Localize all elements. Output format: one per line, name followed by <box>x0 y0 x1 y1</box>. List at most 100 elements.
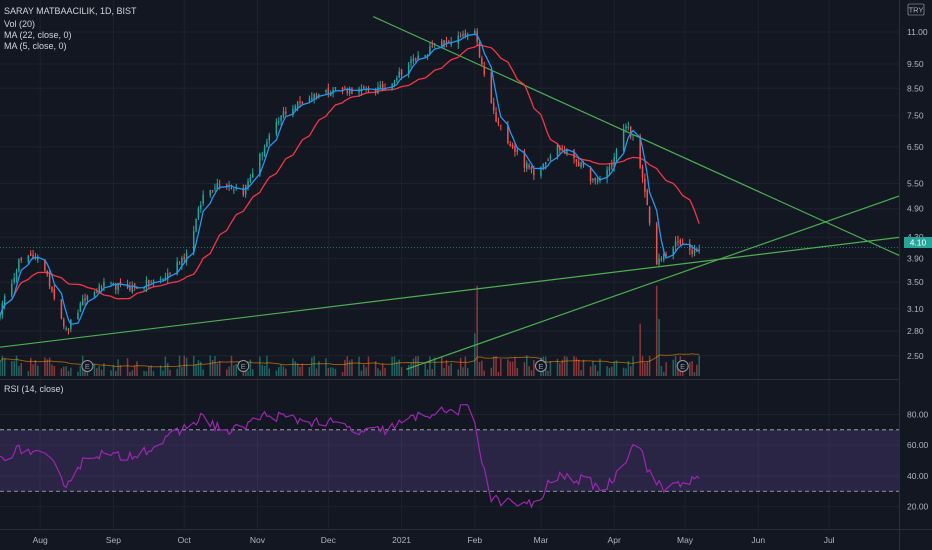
volume-bar <box>615 360 618 376</box>
time-tick-label: Apr <box>608 535 621 545</box>
volume-bar <box>577 359 580 376</box>
volume-bar <box>507 359 509 376</box>
time-tick-label: Jul <box>824 535 835 545</box>
candle-body <box>169 272 171 274</box>
volume-bar <box>3 358 6 376</box>
candle-body <box>53 289 56 299</box>
volume-bar <box>689 362 691 376</box>
candle-body <box>233 189 235 191</box>
volume-bar <box>209 355 211 376</box>
volume-bar <box>526 355 528 376</box>
candle-body <box>566 149 568 154</box>
candle-body <box>450 42 452 45</box>
candle-body <box>268 135 271 141</box>
candle-body <box>549 156 552 159</box>
candle-body <box>266 141 268 147</box>
candle-body <box>424 55 426 57</box>
volume-bar <box>429 356 431 376</box>
candle-body <box>216 183 219 190</box>
volume-bar <box>433 357 436 376</box>
ma22-path <box>0 44 700 316</box>
candle-body <box>202 194 204 204</box>
candle-body <box>98 285 100 292</box>
volume-bar <box>60 368 63 376</box>
volume-bar <box>318 361 320 376</box>
volume-bar <box>296 363 299 376</box>
candle-body <box>228 186 230 188</box>
candle-body <box>15 271 18 280</box>
candle-body <box>663 253 665 260</box>
volume-bar <box>573 356 575 376</box>
candle-body <box>641 166 644 178</box>
candle-body <box>398 71 400 78</box>
volume-bar <box>462 367 464 376</box>
candle-body <box>660 258 663 260</box>
volume-bar <box>509 361 511 376</box>
trendlines[interactable] <box>0 16 901 370</box>
candle-body <box>577 161 580 167</box>
volume-bar <box>398 359 400 376</box>
volume-bar <box>119 365 122 376</box>
candle-body <box>29 253 32 256</box>
candle-body <box>396 77 398 81</box>
volume-bar <box>655 285 658 376</box>
candle-body <box>166 273 169 280</box>
volume-bar <box>639 323 641 376</box>
candle-body <box>431 45 434 47</box>
candle-body <box>150 282 152 284</box>
volume-bar <box>230 355 233 376</box>
volume-bar <box>348 360 351 376</box>
volume-bar <box>235 363 237 376</box>
volume-bar <box>691 361 693 376</box>
time-tick-label: 2021 <box>392 535 411 545</box>
candle-body <box>185 252 188 262</box>
candle-body <box>280 115 282 121</box>
volume-bar <box>249 359 252 376</box>
ma5-legend[interactable]: MA (5, close, 0) <box>4 41 67 51</box>
candle-body <box>209 189 211 196</box>
symbol-title[interactable]: SARAY MATBAACILIK, 1D, BIST <box>4 6 137 16</box>
candle-body <box>698 249 700 251</box>
volume-bar <box>263 365 266 376</box>
candle-body <box>242 187 245 195</box>
vol-legend[interactable]: Vol (20) <box>4 19 36 29</box>
candle-body <box>44 259 46 271</box>
volume-bar <box>96 368 98 376</box>
volume-bar <box>698 355 700 376</box>
volume-bar <box>86 370 89 376</box>
currency-badge[interactable] <box>907 3 925 16</box>
volume-bar <box>32 364 34 376</box>
rsi-legend[interactable]: RSI (14, close) <box>4 384 64 394</box>
volume-bar <box>292 358 294 376</box>
volume-bar <box>611 366 613 376</box>
candle-body <box>533 169 535 176</box>
candle-body <box>492 102 495 111</box>
volume-bar <box>559 363 561 376</box>
candle-body <box>526 162 528 169</box>
candle-body <box>79 303 82 312</box>
volume-bar <box>514 357 516 376</box>
candle-body <box>348 88 351 94</box>
candle-body <box>542 163 545 169</box>
candle-body <box>677 241 679 243</box>
volume-bar <box>627 360 630 376</box>
candle-body <box>325 89 327 93</box>
candle-body <box>197 208 200 218</box>
volume-bar <box>29 357 32 376</box>
volume-bar <box>79 365 82 376</box>
price-tick-label: 3.10 <box>907 304 924 314</box>
candle-body <box>176 261 178 275</box>
rsi-tick-label: 40.00 <box>907 471 929 481</box>
candle-body <box>556 145 559 157</box>
candle-body <box>32 254 34 259</box>
candle-body <box>495 112 497 122</box>
volume-bar <box>112 364 115 376</box>
candle-body <box>0 315 1 318</box>
axes: 11.009.508.507.506.505.504.904.303.903.5… <box>0 27 929 545</box>
ma22-legend[interactable]: MA (22, close, 0) <box>4 30 72 40</box>
time-tick-label: Dec <box>321 535 337 545</box>
volume-bar <box>457 369 460 376</box>
price-tick-label: 2.50 <box>907 351 924 361</box>
